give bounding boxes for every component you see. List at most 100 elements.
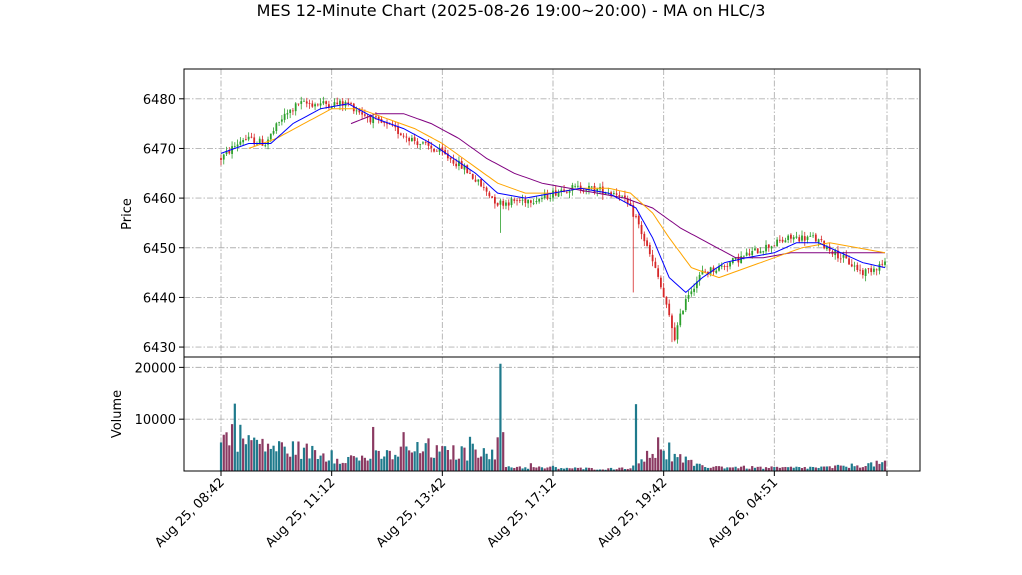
volume-bar: [762, 468, 765, 471]
volume-bar: [839, 465, 842, 471]
volume-bar: [427, 438, 430, 471]
candle-body: [864, 269, 867, 276]
volume-bar: [828, 466, 831, 471]
volume-bar: [720, 466, 723, 471]
candle-body: [328, 104, 330, 108]
candle-body: [767, 244, 770, 248]
volume-bar: [532, 467, 535, 471]
price-y-ticks: 6430 6440 6450 6460 6470 6480: [143, 93, 184, 356]
volume-bar: [510, 467, 513, 471]
candle-body: [784, 240, 787, 243]
volume-bar: [383, 456, 386, 471]
candle-body: [482, 186, 485, 188]
volume-bar: [297, 441, 300, 471]
candle-body: [626, 198, 629, 205]
volume-bar: [524, 467, 527, 471]
volume-bar: [228, 445, 231, 471]
volume-bar: [587, 467, 591, 471]
volume-bar: [778, 467, 781, 471]
candle-body: [469, 172, 471, 174]
volume-bar: [654, 457, 657, 471]
volume-bar: [579, 467, 582, 471]
candle-body: [552, 190, 554, 198]
volume-bar: [264, 451, 267, 471]
candle-body: [662, 287, 665, 298]
candle-body: [665, 296, 668, 305]
volume-bar: [313, 450, 317, 471]
volume-bar: [615, 469, 618, 471]
volume-bar: [867, 463, 870, 471]
candle-body: [884, 261, 886, 265]
candle-body: [444, 150, 446, 155]
price-tick-label: 6430: [143, 341, 176, 356]
candle-body: [474, 179, 477, 182]
candle-body: [817, 239, 820, 243]
candle-body: [842, 255, 845, 258]
candle-body: [787, 235, 790, 240]
volume-bar: [814, 467, 817, 471]
candle-body: [541, 198, 543, 200]
volume-bar: [236, 451, 239, 471]
volume-bar: [496, 437, 499, 471]
volume-bar: [369, 458, 372, 471]
candle-body: [408, 138, 411, 142]
candle-body: [820, 239, 823, 241]
candle-body: [372, 116, 375, 124]
volume-bar: [825, 466, 828, 471]
candle-body: [292, 110, 294, 112]
candle-body: [726, 266, 729, 267]
candle-body: [693, 288, 695, 292]
candle-body: [267, 139, 269, 145]
candle-body: [720, 265, 723, 267]
candle-body: [690, 291, 693, 295]
candle-body: [242, 139, 245, 143]
volume-bar: [311, 445, 314, 471]
candle-body: [391, 124, 394, 126]
candle-body: [687, 295, 690, 299]
volume-bar: [374, 450, 378, 471]
price-tick-label: 6470: [143, 142, 176, 157]
candle-body: [729, 262, 731, 267]
volume-bar: [363, 457, 366, 471]
candle-body: [480, 179, 482, 187]
volume-bar: [820, 466, 823, 471]
volume-bar: [621, 467, 624, 471]
volume-bar: [502, 432, 505, 471]
volume-bar: [842, 465, 845, 471]
volume-bar: [878, 463, 881, 471]
volume-bar: [629, 468, 632, 471]
candle-body: [416, 141, 419, 146]
candle-body: [283, 113, 286, 120]
candle-body: [518, 200, 521, 201]
volume-bar: [446, 449, 449, 471]
volume-bar: [468, 436, 472, 471]
candle-body: [881, 263, 884, 265]
candle-body: [759, 251, 762, 254]
candle-body: [809, 235, 812, 237]
volume-bar: [546, 467, 549, 471]
volume-bar: [366, 460, 369, 471]
candle-body: [856, 264, 859, 271]
candle-body: [859, 269, 861, 271]
volume-bar: [601, 469, 604, 471]
candle-body: [546, 192, 549, 199]
volume-panel-frame: [183, 356, 921, 472]
candle-body: [590, 186, 593, 188]
candle-body: [673, 327, 676, 341]
candle-body: [806, 236, 809, 240]
volume-bar: [372, 426, 375, 471]
volume-bar: [330, 450, 333, 471]
candle-body: [303, 100, 305, 102]
candle-body: [413, 137, 416, 142]
volume-bar: [513, 467, 516, 471]
volume-bar: [474, 449, 477, 471]
volume-bar: [585, 467, 588, 471]
candle-body: [308, 103, 311, 104]
volume-bar: [540, 467, 544, 471]
candle-body: [848, 258, 850, 265]
x-axis-ticks: Aug 25, 08:42 Aug 25, 11:12 Aug 25, 13:42 A…: [152, 471, 888, 551]
volume-bar: [419, 453, 422, 471]
candle-body: [792, 237, 795, 240]
candle-body: [624, 195, 626, 198]
volume-bar: [291, 441, 295, 471]
